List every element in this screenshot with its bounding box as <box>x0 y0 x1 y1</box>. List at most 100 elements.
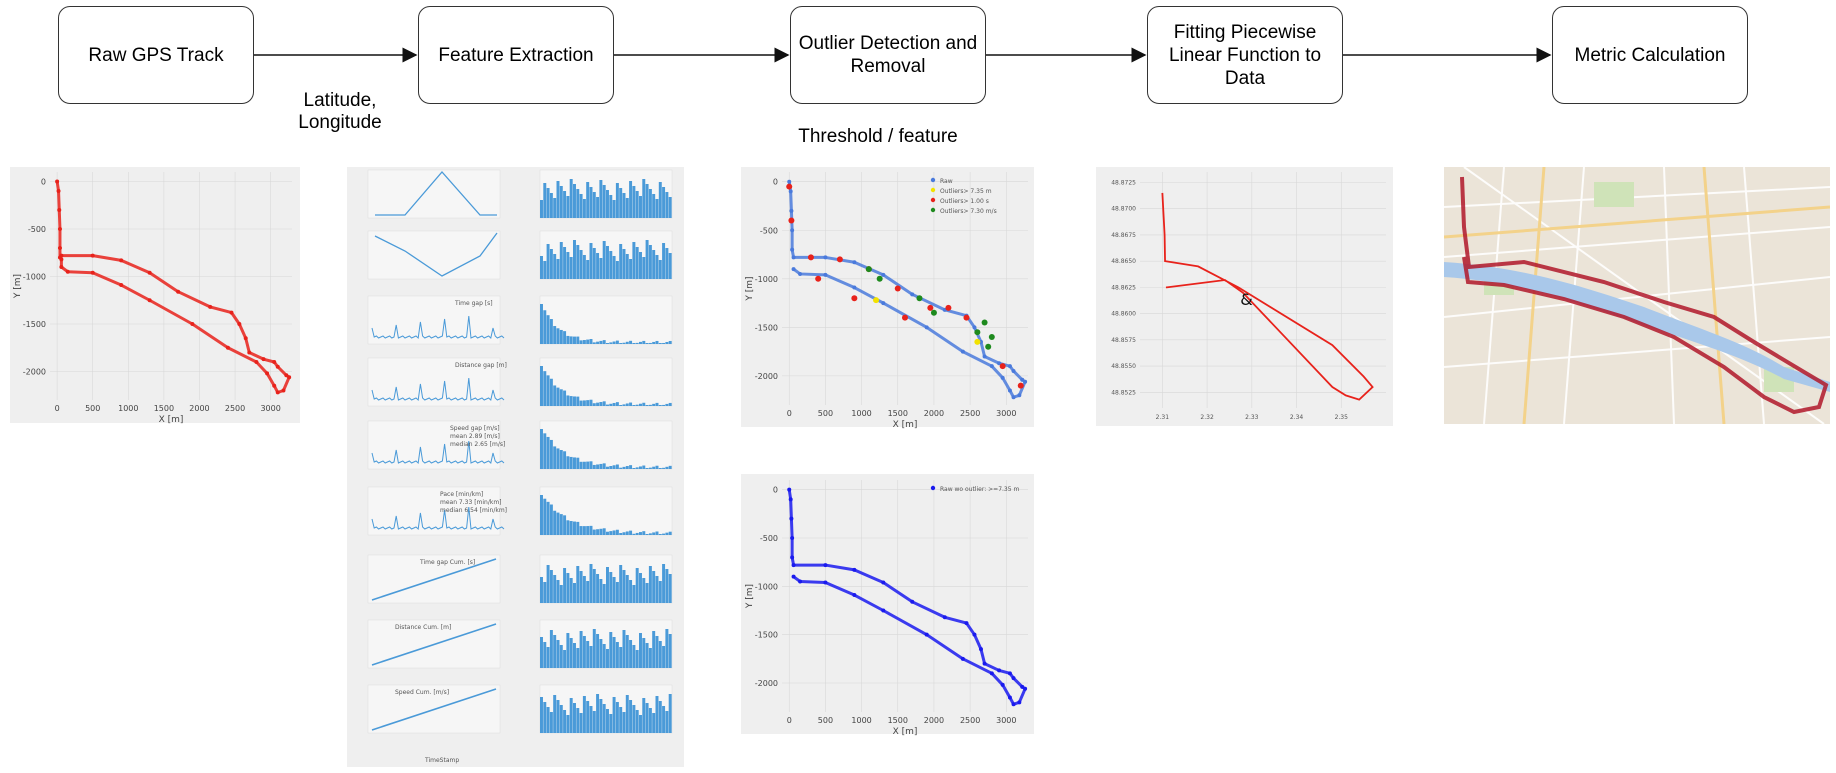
feature-hist-bar <box>665 629 669 668</box>
feature-hist-bar <box>602 185 606 218</box>
feature-hist-bar <box>609 632 613 668</box>
feature-hist-bar <box>573 457 576 469</box>
feature-hist-bar <box>612 637 616 668</box>
outlier-track-point <box>852 285 857 290</box>
feature-hist-bar <box>549 319 553 344</box>
feature-hist-bar <box>546 375 550 406</box>
feature-hist-bar <box>648 245 652 279</box>
fitted-ytick: 48.8650 <box>1111 258 1136 265</box>
cleaned-track-point <box>1023 686 1028 691</box>
feature-hist-bar <box>625 695 629 733</box>
outlier-track-point <box>1007 364 1012 369</box>
feature-label-1: Distance gap [m] <box>455 362 507 369</box>
outlier-track-point <box>963 314 970 321</box>
feature-hist-bar <box>639 466 642 469</box>
feature-hist-bar <box>648 648 652 668</box>
feature-hist-bar <box>573 583 576 603</box>
raw-track-point <box>59 257 64 262</box>
feature-hist-bar <box>606 567 609 603</box>
feature-hist-bar <box>648 404 652 406</box>
feature-hist-bar <box>629 340 633 344</box>
feature-hist-bar <box>559 645 563 668</box>
outlier-track-point <box>924 325 929 330</box>
feature-hist-bar <box>668 340 672 344</box>
cleaned-track-point <box>1000 682 1005 687</box>
feature-hist-bar <box>619 707 623 733</box>
feature-hist-bar <box>665 341 669 344</box>
feature-hist-bar <box>589 187 593 218</box>
feature-hist-bar <box>543 642 547 668</box>
feature-hist-bar <box>556 640 560 668</box>
outlier-track-point <box>1017 393 1022 398</box>
feature-hist-bar <box>625 531 629 535</box>
cleaned-track-point <box>1007 671 1012 676</box>
feature-hist-bar <box>540 637 543 668</box>
feature-noise-line <box>371 440 505 465</box>
outlier-track-point <box>852 260 857 265</box>
cleaned-track-point <box>1007 695 1012 700</box>
feature-hist-bar <box>553 254 557 279</box>
feature-hist-bar <box>563 451 567 469</box>
feature-hist-bar <box>629 640 633 668</box>
feature-hist-bar <box>573 703 576 733</box>
feature-hist-bar <box>629 530 633 535</box>
feature-hist-bar <box>596 694 600 733</box>
cleaned-track-point <box>989 671 994 676</box>
feature-hist-bar <box>579 631 583 668</box>
feature-hist-bar <box>622 342 626 344</box>
raw-track-point <box>272 383 277 388</box>
feature-hist-bar <box>579 250 583 279</box>
raw-track-point <box>65 269 70 274</box>
feature-hist-bar <box>622 570 626 603</box>
feature-hist-bar <box>612 577 616 603</box>
raw-track-xtick: 2500 <box>225 404 245 413</box>
feature-hist-bar <box>652 403 656 406</box>
outlier-track-point <box>1000 375 1005 380</box>
feature-noise-line <box>371 315 505 340</box>
feature-hist-bar <box>619 533 623 535</box>
feature-hist-bar <box>655 199 659 218</box>
feature-hist-bar <box>563 390 567 406</box>
feature-hist-bar <box>582 255 586 279</box>
feature-hist-bar <box>606 246 609 279</box>
feature-hist-bar <box>655 465 659 469</box>
feature-hist-bar <box>602 584 606 603</box>
feature-hist-bar <box>612 200 616 218</box>
feature-hist-bar <box>606 709 609 733</box>
feature-hist-bar <box>569 179 573 218</box>
feature-hist-bar <box>540 429 543 469</box>
outlier-track-point <box>836 256 843 263</box>
feature-hist-bar <box>662 706 666 733</box>
feature-hist-bar <box>556 328 560 344</box>
feature-hist-bar <box>566 395 570 406</box>
feature-hist-bar <box>658 182 662 218</box>
cleaned-track-point <box>924 632 929 637</box>
outlier-track-point <box>960 349 965 354</box>
feature-hist-bar <box>553 695 557 733</box>
feature-hist-bar <box>622 404 626 406</box>
raw-track-track-line <box>55 181 291 394</box>
raw-track-point <box>265 371 270 376</box>
feature-hist-bar <box>658 468 662 469</box>
feature-hist-bar <box>639 196 642 218</box>
feature-hist-bar <box>615 261 619 279</box>
feature-hist-bar <box>632 186 636 218</box>
feature-hist-bar <box>648 342 652 344</box>
feature-hist-bar <box>582 696 586 733</box>
feature-hist-bar <box>586 339 590 344</box>
feature-hist-bar <box>589 525 593 535</box>
feature-hist-bar <box>658 534 662 535</box>
feature-hist-bar <box>665 192 669 218</box>
feature-hist-bar <box>576 189 580 218</box>
feature-hist-bar <box>569 456 573 469</box>
feature-hist-bar <box>582 199 586 218</box>
feature-hist-bar <box>612 697 616 733</box>
outlier-track-legend-marker <box>930 187 936 193</box>
cleaned-track-point <box>789 516 794 521</box>
feature-hist-bar <box>596 341 600 344</box>
feature-hist-bar <box>589 339 593 344</box>
outlier-track-ytick: -1000 <box>755 275 778 284</box>
feature-hist-bar <box>549 439 553 469</box>
feature-hist-bar <box>662 533 666 535</box>
